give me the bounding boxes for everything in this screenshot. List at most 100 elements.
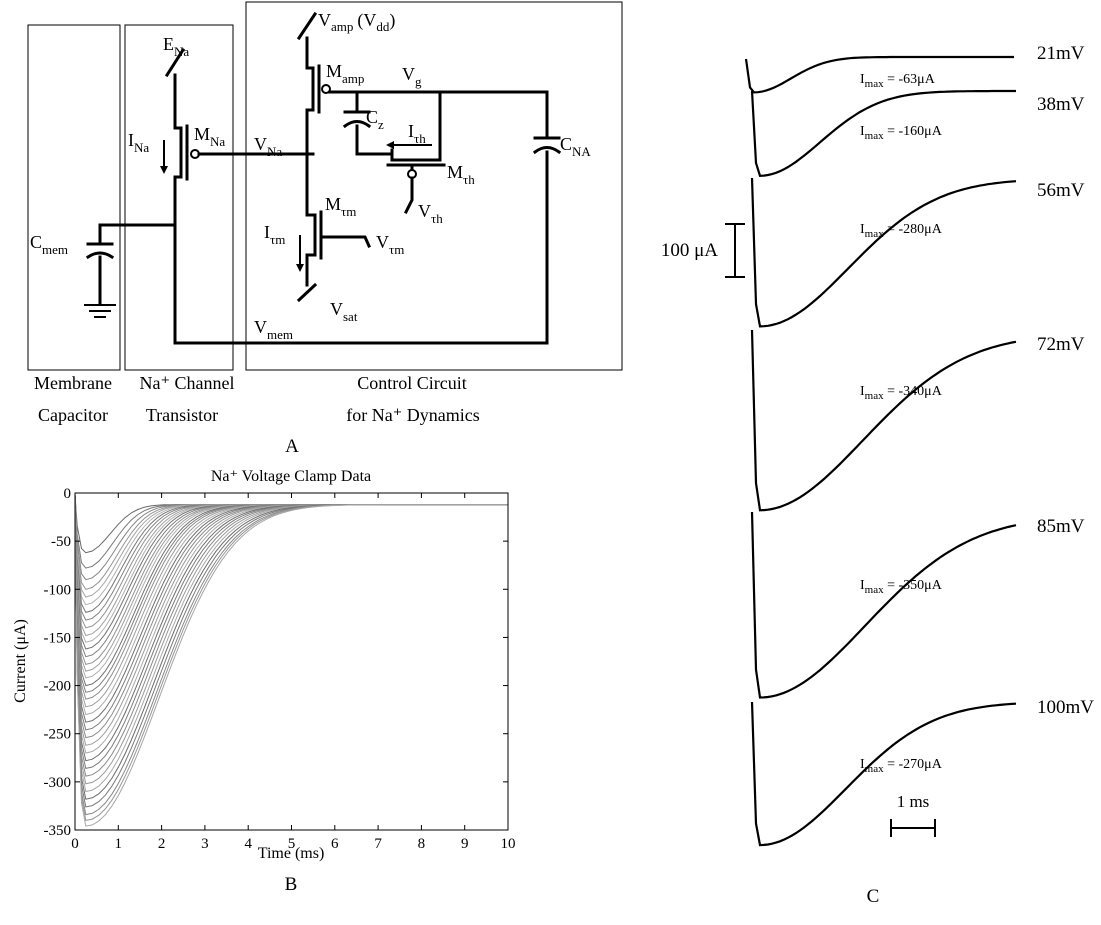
mna-label: MNa — [194, 124, 225, 149]
chart-c-voltage-label: 85mV — [1037, 516, 1085, 537]
chart-c-imax-label: Imax = -160μA — [860, 124, 943, 142]
membrane-capacitor-block — [27, 24, 121, 371]
vmem-bus-wire — [173, 150, 549, 345]
chart-b-ytick-label: 0 — [64, 486, 72, 502]
chart-b-ytick-label: -300 — [44, 775, 72, 791]
vsat-label: Vsat — [330, 299, 358, 324]
current-scale-bar — [725, 223, 745, 278]
chart-b-series-line — [74, 494, 508, 554]
cna-capacitor — [532, 90, 562, 155]
cna-label: CNA — [560, 134, 591, 159]
panel-label-c: C — [867, 886, 880, 907]
chart-b-ticks: 0 1 2 3 4 5 6 7 8 9 10 0 -50 -100 -150 -200 -250 -300 -350 — [44, 486, 516, 852]
vmem-label: Vmem — [254, 317, 293, 342]
chart-c-traces: 21mV Imax = -63μA 38mV Imax = -160μA 56mV Ima… — [744, 43, 1094, 847]
mamp-transistor — [296, 11, 331, 172]
chart-b-xlabel: Time (ms) — [258, 845, 325, 862]
chart-b-series-line — [74, 494, 508, 808]
chart-b-xtick-label: 4 — [244, 836, 252, 852]
cz-label: Cz — [366, 107, 384, 132]
itm-label: Iτm — [264, 222, 285, 247]
chart-b-xtick-label: 7 — [374, 836, 382, 852]
na-channel-block — [124, 24, 234, 371]
channel-caption-1: Na⁺ Channel — [140, 373, 235, 393]
control-circuit-block — [245, 1, 623, 371]
cz-capacitor — [342, 90, 372, 156]
chart-c-voltage-label: 56mV — [1037, 180, 1085, 201]
chart-c-trace-line — [750, 701, 1017, 847]
vg-label: Vg — [402, 64, 422, 89]
chart-b-xtick-label: 6 — [331, 836, 339, 852]
time-scale-label: 1 ms — [897, 792, 930, 811]
chart-c-voltage-label: 38mV — [1037, 94, 1085, 115]
ground-icon — [84, 304, 116, 318]
chart-b-xtick-label: 8 — [418, 836, 426, 852]
vamp-label: Vamp (Vdd) — [318, 10, 395, 34]
chart-b-xtick-label: 10 — [501, 836, 516, 852]
ena-label: ENa — [163, 34, 189, 59]
chart-c-trace-line — [744, 55, 1014, 94]
ina-label: INa — [128, 130, 149, 155]
chart-c-trace-line — [750, 511, 1017, 699]
mamp-label: Mamp — [326, 61, 364, 86]
channel-caption-2: Transistor — [146, 405, 218, 425]
mtm-label: Mτm — [325, 194, 356, 219]
chart-b-series-line — [74, 494, 508, 606]
panel-label-a: A — [285, 436, 299, 457]
membrane-caption-1: Membrane — [34, 373, 112, 393]
vth-label: Vτh — [418, 201, 443, 226]
chart-b-xtick-label: 2 — [158, 836, 166, 852]
current-traces-panel: 21mV Imax = -63μA 38mV Imax = -160μA 56mV Ima… — [661, 43, 1094, 907]
chart-c-voltage-label: 72mV — [1037, 334, 1085, 355]
circuit-diagram: Vamp (Vdd) ENa Mamp Vg Cz CNA INa MNa VNa… — [27, 1, 623, 457]
chart-b-series-line — [74, 494, 508, 665]
chart-c-imax-label: Imax = -340μA — [860, 384, 943, 402]
chart-b-series-line — [74, 494, 508, 658]
chart-b-xtick-label: 3 — [201, 836, 209, 852]
chart-c-imax-label: Imax = -350μA — [860, 578, 943, 596]
chart-b-xtick-label: 0 — [71, 836, 79, 852]
chart-c-voltage-label: 100mV — [1037, 697, 1094, 718]
mna-transistor — [160, 47, 315, 192]
chart-b-ytick-label: -100 — [44, 582, 72, 598]
chart-b-series-line — [74, 494, 508, 754]
vna-label: VNa — [254, 134, 282, 159]
chart-b-ytick-label: -250 — [44, 727, 72, 743]
control-caption-1: Control Circuit — [357, 373, 467, 393]
cmem-capacitor — [85, 223, 177, 305]
svg-text:Vamp(Vdd): Vamp (Vdd) — [318, 10, 395, 34]
chart-b-xtick-label: 9 — [461, 836, 469, 852]
membrane-caption-2: Capacitor — [38, 405, 108, 425]
chart-b-series-line — [74, 494, 508, 827]
chart-c-imax-label: Imax = -280μA — [860, 222, 943, 240]
chart-b-series-line — [74, 494, 508, 800]
ith-label: Iτh — [408, 121, 426, 146]
chart-b-ytick-label: -200 — [44, 679, 72, 695]
chart-b-series-line — [74, 494, 508, 629]
chart-b-xtick-label: 5 — [288, 836, 296, 852]
mth-transistor — [355, 90, 446, 215]
chart-c-voltage-label: 21mV — [1037, 43, 1085, 64]
chart-b-series-line — [74, 494, 508, 821]
chart-c-trace-line — [750, 177, 1017, 328]
control-caption-2: for Na⁺ Dynamics — [346, 405, 479, 425]
mth-label: Mτh — [447, 162, 475, 187]
chart-b-traces — [74, 494, 508, 827]
voltage-clamp-chart: Na⁺ Voltage Clamp Data 0 1 2 3 4 5 6 7 8 9 10 0 -50 -… — [12, 468, 516, 895]
chart-b-ytick-label: -150 — [44, 630, 72, 646]
cmem-label: Cmem — [30, 232, 68, 257]
chart-b-series-line — [74, 494, 508, 785]
current-scale-label: 100 μA — [661, 240, 718, 261]
chart-b-title: Na⁺ Voltage Clamp Data — [211, 468, 371, 485]
time-scale-bar — [890, 819, 936, 837]
chart-c-imax-label: Imax = -270μA — [860, 757, 943, 775]
chart-c-trace-line — [750, 89, 1016, 177]
chart-b-ytick-label: -50 — [51, 534, 71, 550]
mtm-transistor — [296, 168, 371, 303]
chart-c-imax-label: Imax = -63μA — [860, 72, 936, 90]
vtm-label: Vτm — [376, 232, 404, 257]
panel-label-b: B — [285, 874, 298, 895]
chart-b-xtick-label: 1 — [115, 836, 123, 852]
chart-b-ytick-label: -350 — [44, 823, 72, 839]
